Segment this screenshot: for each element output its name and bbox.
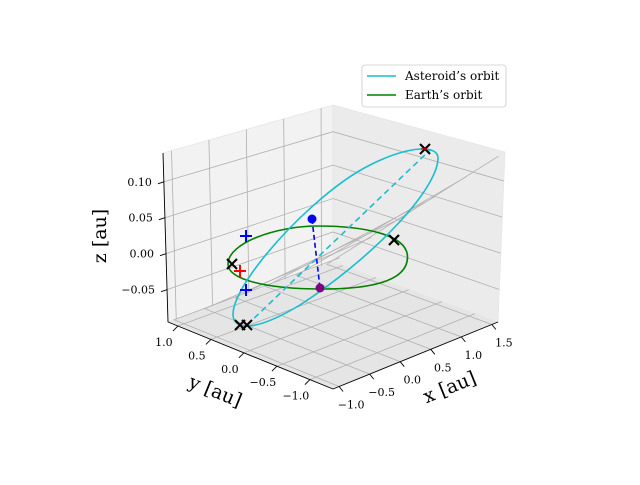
x-tick-label: 0.0 <box>403 374 421 387</box>
y-tick-mark <box>206 339 211 344</box>
z-axis-label: z [au] <box>89 209 111 263</box>
x-tick-label: 0.5 <box>434 361 452 374</box>
x-tick-mark <box>461 337 465 342</box>
x-tick-mark <box>492 324 496 329</box>
z-tick-label: 0.00 <box>129 248 154 261</box>
y-axis-label-group: y [au] <box>185 371 245 412</box>
x-tick-mark <box>339 387 343 392</box>
y-tick-label: 0.5 <box>188 349 206 362</box>
y-tick-label: −0.5 <box>250 376 277 389</box>
legend-asteroid-label: Asteroid’s orbit <box>404 69 499 83</box>
y-axis-label: y [au] <box>185 371 245 412</box>
z-tick-mark <box>161 290 167 292</box>
y-tick-label: 1.0 <box>155 336 173 349</box>
x-tick-mark <box>431 349 435 354</box>
legend-earth-label: Earth’s orbit <box>405 88 482 102</box>
z-tick-label: −0.05 <box>121 284 155 297</box>
x-tick-mark <box>400 362 404 367</box>
x-tick-label: 1.0 <box>465 349 483 362</box>
y-tick-label: −1.0 <box>283 390 310 403</box>
z-tick-mark <box>158 182 164 184</box>
y-tick-mark <box>173 326 178 331</box>
z-tick-label: 0.10 <box>127 176 152 189</box>
x-tick-label: 1.5 <box>495 336 513 349</box>
z-tick-label: 0.05 <box>128 212 153 225</box>
z-axis-label-group: z [au] <box>89 209 111 263</box>
x-tick-label: −1.0 <box>338 399 365 412</box>
projected-position-marker <box>316 284 325 293</box>
y-tick-mark <box>305 380 310 385</box>
x-tick-mark <box>370 374 374 379</box>
asteroid-position-marker <box>308 215 317 224</box>
z-tick-mark <box>160 254 166 256</box>
y-tick-mark <box>272 366 277 371</box>
z-tick-mark <box>159 218 165 220</box>
y-tick-label: 0.0 <box>221 363 239 376</box>
y-tick-mark <box>239 353 244 358</box>
x-tick-label: −0.5 <box>368 386 395 399</box>
legend: Asteroid’s orbit Earth’s orbit <box>362 65 506 107</box>
